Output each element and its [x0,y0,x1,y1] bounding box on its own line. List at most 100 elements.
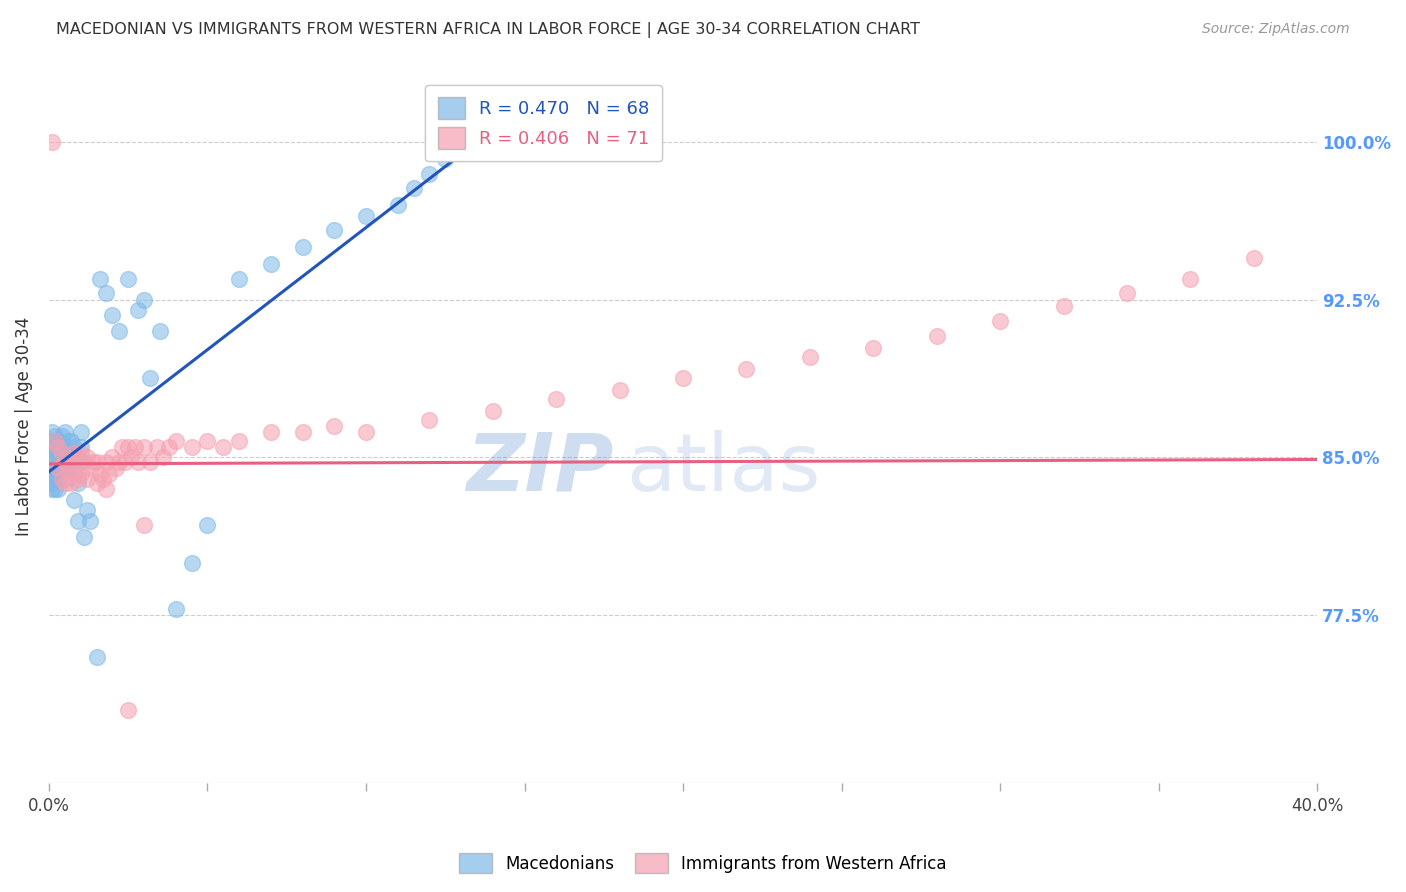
Point [323,419,346,434]
Point [60,450,83,465]
Point [48,467,70,482]
Point [1052,299,1074,313]
Point [53,455,76,469]
Point [609,383,631,397]
Point [69,425,91,440]
Point [1180,272,1202,286]
Legend: Macedonians, Immigrants from Western Africa: Macedonians, Immigrants from Western Afr… [453,847,953,880]
Point [41,467,63,482]
Point [89,272,111,286]
Point [672,370,695,384]
Point [323,223,346,237]
Point [145,440,167,454]
Point [41,450,63,465]
Point [69,467,91,482]
Point [56,461,79,475]
Point [60,434,83,448]
Point [127,455,149,469]
Point [117,272,139,286]
Point [132,440,155,454]
Point [73,455,96,469]
Point [56,434,79,448]
Point [82,455,104,469]
Point [89,467,111,482]
Point [53,471,76,485]
Point [212,440,235,454]
Point [107,455,129,469]
Point [98,467,121,482]
Point [63,492,86,507]
Point [127,303,149,318]
Point [94,455,117,469]
Point [44,450,66,465]
Point [51,455,73,469]
Point [53,425,76,440]
Point [51,446,73,460]
Point [152,450,174,465]
Point [51,471,73,485]
Point [197,434,219,448]
Point [66,514,89,528]
Text: ZIP: ZIP [465,430,613,508]
Point [53,475,76,490]
Point [44,429,66,443]
Point [1116,286,1139,301]
Point [66,475,89,490]
Point [41,425,63,440]
Point [291,425,314,440]
Point [63,446,86,460]
Point [51,429,73,443]
Point [402,181,425,195]
Point [41,438,63,452]
Point [79,514,101,528]
Point [107,324,129,338]
Text: MACEDONIAN VS IMMIGRANTS FROM WESTERN AFRICA IN LABOR FORCE | AGE 30-34 CORRELAT: MACEDONIAN VS IMMIGRANTS FROM WESTERN AF… [56,22,921,38]
Point [180,440,202,454]
Point [291,240,314,254]
Point [1243,251,1265,265]
Point [132,293,155,307]
Point [79,461,101,475]
Point [44,471,66,485]
Point [117,440,139,454]
Point [60,455,83,469]
Point [41,444,63,458]
Point [56,461,79,475]
Point [76,471,98,485]
Point [48,458,70,473]
Point [41,461,63,475]
Point [434,152,457,166]
Point [41,455,63,469]
Point [41,482,63,496]
Point [139,370,162,384]
Point [94,286,117,301]
Text: atlas: atlas [626,430,820,508]
Point [165,434,187,448]
Point [159,440,181,454]
Point [197,517,219,532]
Legend: R = 0.470   N = 68, R = 0.406   N = 71: R = 0.470 N = 68, R = 0.406 N = 71 [425,85,662,161]
Point [44,434,66,448]
Point [44,467,66,482]
Point [86,650,108,665]
Point [260,257,283,271]
Point [132,517,155,532]
Point [228,434,250,448]
Point [44,440,66,454]
Point [354,209,377,223]
Y-axis label: In Labor Force | Age 30-34: In Labor Force | Age 30-34 [15,317,32,535]
Point [41,434,63,448]
Point [53,455,76,469]
Point [63,467,86,482]
Point [48,434,70,448]
Point [66,471,89,485]
Point [111,440,134,454]
Point [117,703,139,717]
Point [387,198,409,212]
Point [69,440,91,454]
Point [48,461,70,475]
Point [94,482,117,496]
Point [69,446,91,460]
Point [546,392,568,406]
Point [418,167,440,181]
